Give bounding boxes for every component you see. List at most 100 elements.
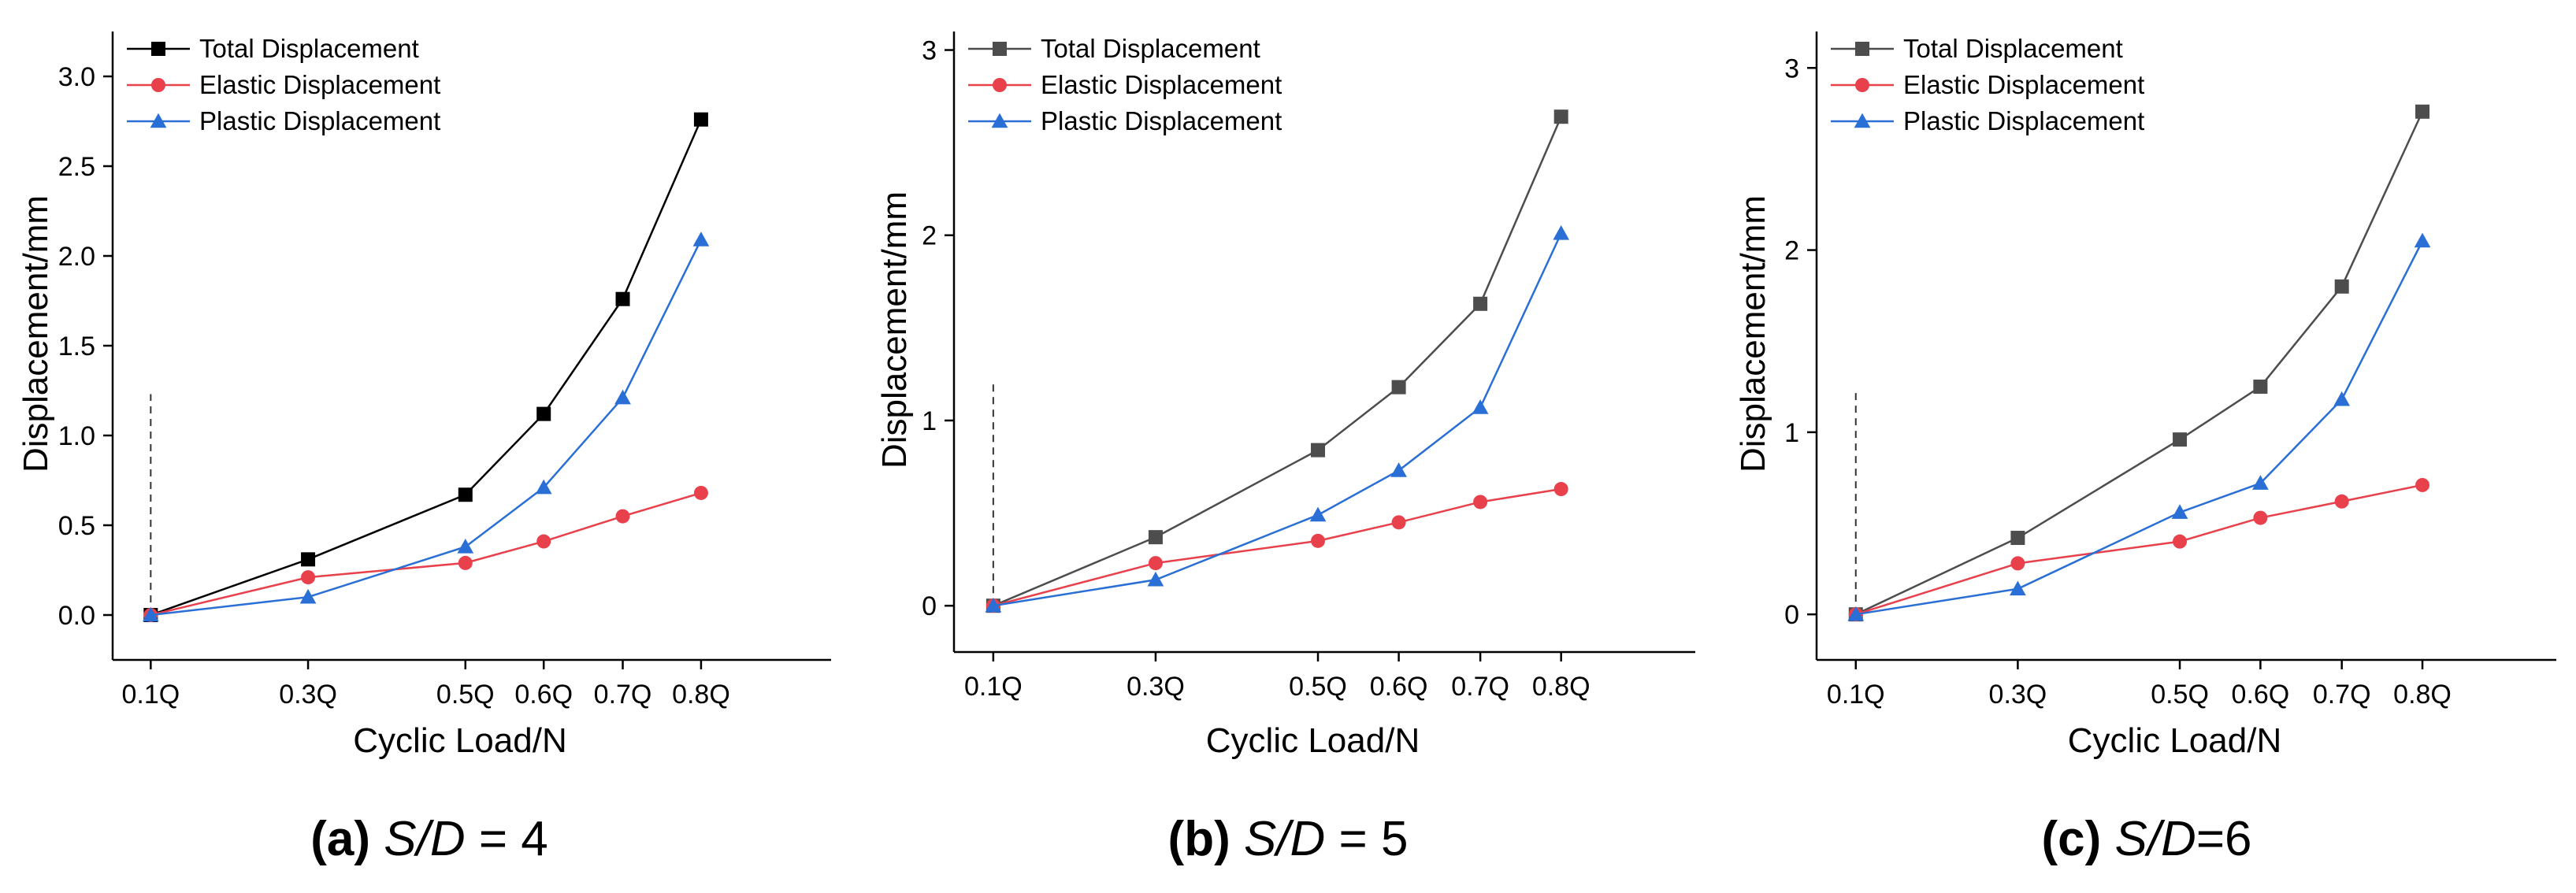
legend-marker	[1855, 78, 1869, 92]
data-point	[615, 509, 630, 524]
chart-c: 0.1Q 0.3Q 0.5Q 0.6Q 0.7Q 0.8Q 0 1 2 3 Cyclic Load/…	[1734, 31, 2556, 760]
y-tick-label: 0	[922, 591, 937, 621]
x-tick-label: 0.7Q	[1451, 672, 1509, 702]
series-line	[1855, 111, 2424, 616]
data-point	[1148, 556, 1163, 571]
series-line	[993, 116, 1562, 607]
x-tick-label: 0.7Q	[594, 680, 652, 710]
caption-a-var: S/D	[384, 812, 466, 866]
data-point	[1311, 443, 1326, 458]
data-point	[2333, 391, 2351, 406]
data-point	[2010, 580, 2026, 596]
data-point	[2252, 475, 2269, 490]
data-point	[1553, 109, 1568, 124]
y-tick-label: 1.0	[58, 421, 95, 451]
y-tick-label: 0	[1784, 600, 1799, 630]
data-point	[1309, 506, 1327, 522]
data-point	[1473, 296, 1488, 311]
data-point	[458, 487, 473, 502]
legend-marker	[151, 78, 165, 92]
data-point	[1472, 399, 1489, 414]
panel-c: 0.1Q 0.3Q 0.5Q 0.6Q 0.7Q 0.8Q 0 1 2 3 Cyclic Load/…	[1717, 0, 2576, 893]
x-axis-title: Cyclic Load/N	[2068, 721, 2281, 760]
data-point	[142, 606, 159, 622]
x-tick-label: 0.5Q	[2151, 680, 2209, 710]
caption-a-tag: (a)	[310, 812, 371, 866]
x-axis-title: Cyclic Load/N	[353, 721, 566, 760]
data-point	[536, 406, 551, 421]
data-point	[299, 588, 317, 604]
x-tick-label: 0.1Q	[964, 672, 1023, 702]
caption-c: (c) S/D=6	[1717, 811, 2576, 867]
data-point	[1147, 571, 1164, 587]
data-point	[536, 534, 551, 549]
chart-b: 0.1Q 0.3Q 0.5Q 0.6Q 0.7Q 0.8Q 0 1 2 3 Cyclic Load/…	[875, 31, 1695, 760]
legend-marker	[150, 113, 167, 128]
x-tick-label: 0.6Q	[514, 680, 573, 710]
legend-label: Elastic Displacement	[1903, 70, 2144, 99]
caption-c-value: =6	[2196, 812, 2252, 866]
data-point	[2334, 494, 2349, 509]
legend-label: Elastic Displacement	[1041, 70, 1282, 99]
data-point	[535, 479, 552, 495]
data-point	[1148, 530, 1163, 545]
series-square	[1848, 104, 2430, 622]
x-tick-label: 0.6Q	[1370, 672, 1428, 702]
data-point	[692, 232, 710, 246]
x-tick-label: 0.5Q	[436, 680, 495, 710]
panel-a: 0.1Q 0.3Q 0.5Q 0.6Q 0.7Q 0.8Q 0.0 0.5 1.0 1.5 2.0 2…	[0, 0, 859, 893]
y-tick-label: 3.0	[58, 62, 95, 92]
legend-marker	[993, 42, 1007, 56]
series-line	[993, 487, 1561, 607]
legend-marker	[1855, 42, 1869, 56]
y-tick-label: 3	[1784, 54, 1799, 83]
x-tick-label: 0.3Q	[1989, 680, 2047, 710]
x-axis-title: Cyclic Load/N	[1206, 721, 1420, 760]
legend-label: Total Displacement	[199, 34, 419, 63]
y-axis-title: Displacement/mm	[17, 195, 55, 472]
series-line	[993, 232, 1562, 607]
series-square	[985, 109, 1568, 613]
data-point	[614, 389, 631, 405]
caption-c-tag: (c)	[2041, 812, 2102, 866]
data-point	[2415, 477, 2430, 492]
y-axis-title: Displacement/mm	[1734, 195, 1772, 472]
x-tick-label: 0.6Q	[2232, 680, 2290, 710]
data-point	[2171, 504, 2188, 519]
data-point	[985, 597, 1002, 613]
data-point	[2173, 432, 2188, 447]
caption-b-tag: (b)	[1167, 812, 1230, 866]
series-line	[150, 491, 702, 617]
x-tick-label: 0.5Q	[1289, 672, 1347, 702]
data-point	[2253, 380, 2268, 395]
data-point	[615, 291, 630, 306]
series-line	[1855, 240, 2424, 616]
data-point	[1847, 606, 1865, 621]
legend-label: Total Displacement	[1041, 34, 1260, 63]
legend: Total Displacement Elastic Displacement Pl…	[1831, 34, 2144, 135]
series-circle	[1848, 477, 2430, 622]
legend-marker	[1854, 113, 1871, 128]
data-point	[693, 485, 708, 500]
legend: Total Displacement Elastic Displacement Pl…	[127, 34, 440, 135]
series-line	[150, 239, 703, 617]
data-point	[2415, 104, 2430, 119]
caption-a-value: = 4	[465, 812, 548, 866]
legend-label: Total Displacement	[1903, 34, 2123, 63]
series-line	[150, 119, 703, 617]
legend-label: Plastic Displacement	[199, 106, 440, 135]
data-point	[2414, 232, 2431, 248]
caption-a: (a) S/D = 4	[0, 811, 859, 867]
data-point	[1553, 482, 1568, 497]
data-point	[1390, 462, 1407, 477]
data-point	[2253, 510, 2268, 525]
series-line	[1855, 484, 2423, 616]
series-circle	[143, 485, 708, 622]
data-point	[1553, 225, 1570, 240]
chart-a: 0.1Q 0.3Q 0.5Q 0.6Q 0.7Q 0.8Q 0.0 0.5 1.0 1.5 2.0 2…	[17, 31, 831, 760]
data-point	[693, 112, 708, 127]
data-point	[2010, 556, 2025, 571]
y-tick-label: 2	[922, 221, 937, 251]
series-triangle	[142, 232, 710, 622]
